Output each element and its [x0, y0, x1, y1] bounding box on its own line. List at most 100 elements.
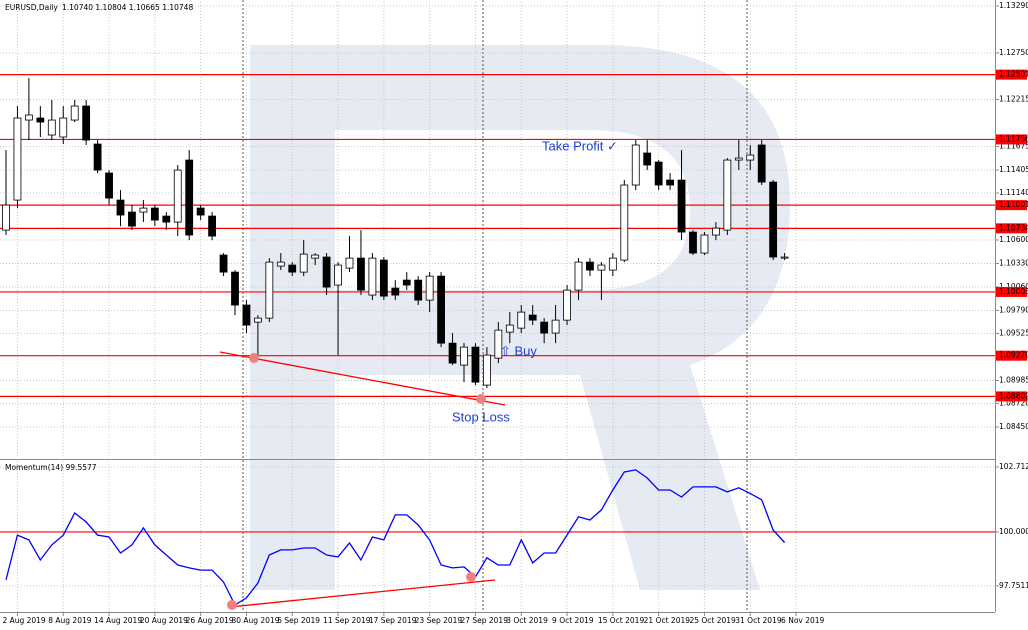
y-tick-label: 1.11405 — [999, 165, 1028, 174]
candle-body — [368, 257, 377, 296]
candle-body — [563, 289, 571, 321]
trend-line — [229, 579, 496, 608]
candle-body — [162, 215, 171, 223]
candle-body — [597, 264, 606, 271]
candle-body — [288, 264, 297, 273]
candle-body — [311, 254, 320, 259]
candle-body — [402, 279, 411, 286]
momentum-line — [5, 469, 786, 606]
x-tick-label: 2 Aug 2019 — [2, 616, 45, 625]
candle-body — [219, 254, 228, 273]
candle-body — [586, 261, 594, 271]
y-tick-label: 1.13290 — [999, 1, 1028, 10]
x-tick-label: 6 Nov 2019 — [781, 616, 824, 625]
candle-body — [105, 172, 113, 199]
level-label: 1.09270 — [999, 351, 1028, 360]
y-tick-label: 97.7511 — [999, 581, 1028, 590]
candle-body — [322, 256, 331, 288]
level-label-box — [996, 134, 1027, 145]
annotation: ⇧ Buy — [500, 343, 537, 358]
candle-body — [723, 159, 732, 231]
x-tick-label: 20 Aug 2019 — [140, 616, 188, 625]
candle-body — [746, 154, 755, 161]
candle-body — [208, 215, 217, 237]
candle-body — [677, 179, 686, 233]
candle-body — [482, 354, 491, 386]
x-tick-label: 23 Sep 2019 — [415, 616, 463, 625]
level-label: 1.10734 — [999, 223, 1028, 232]
candle-body — [276, 261, 285, 267]
level-label-box — [996, 69, 1027, 80]
candle-body — [196, 207, 205, 216]
candle-body — [654, 161, 663, 186]
level-label: 1.10003 — [999, 287, 1028, 296]
level-label-box — [996, 286, 1027, 297]
y-tick-label: 1.08450 — [999, 422, 1028, 431]
chart-title: EURUSD,Daily — [5, 3, 58, 12]
y-tick-label: 1.08720 — [999, 399, 1028, 408]
candle-body — [700, 234, 709, 254]
grid-layer — [0, 2, 995, 612]
point-marker — [476, 394, 486, 404]
candle-body — [231, 271, 239, 306]
candle-body — [528, 314, 537, 321]
candle-body — [128, 211, 136, 227]
x-tick-label: 14 Aug 2019 — [94, 616, 142, 625]
candle-body — [173, 169, 182, 223]
candle-body — [757, 144, 766, 183]
y-tick-label: 1.11140 — [999, 188, 1028, 197]
annotation: Stop Loss — [452, 409, 510, 424]
y-tick-label: 1.10060 — [999, 282, 1028, 291]
candle-body — [540, 321, 549, 334]
y-tick-label: 1.11675 — [999, 141, 1028, 150]
x-tick-label: 31 Oct 2019 — [735, 616, 782, 625]
candle-body — [517, 311, 526, 329]
candle-body — [608, 257, 617, 271]
candle-body — [36, 117, 45, 123]
x-tick-label: 3 Oct 2019 — [506, 616, 548, 625]
candle-body — [334, 264, 342, 286]
candle-body — [712, 227, 720, 236]
level-label: 1.11001 — [999, 200, 1028, 209]
candle-body — [689, 231, 697, 254]
x-tick-label: 26 Aug 2019 — [186, 616, 234, 625]
y-tick-label: 1.12750 — [999, 48, 1028, 57]
trend-line — [219, 351, 506, 406]
y-tick-label: 1.12215 — [999, 95, 1028, 104]
candle-body — [185, 159, 194, 236]
level-label: 1.11756 — [999, 134, 1028, 143]
candle-body — [391, 287, 400, 296]
x-tick-label: 11 Sep 2019 — [323, 616, 371, 625]
candle-body — [59, 117, 68, 138]
level-label: 1.08802 — [999, 391, 1028, 400]
candle-body — [299, 253, 308, 273]
candle-body — [116, 199, 125, 216]
candle-body — [345, 257, 354, 269]
candle-body — [82, 105, 91, 141]
candle-body — [425, 275, 434, 301]
candle-body — [70, 105, 79, 121]
y-tick-label: 1.08985 — [999, 375, 1028, 384]
y-tick-label: 102.712 — [999, 462, 1028, 471]
candle-body — [643, 152, 652, 166]
candle-body — [734, 157, 743, 161]
level-label-box — [996, 391, 1027, 402]
candle-body — [242, 304, 251, 326]
candle-body — [769, 181, 778, 258]
annotation: Take Profit ✓ — [542, 138, 618, 153]
point-marker — [466, 572, 476, 582]
y-tick-label: 1.09790 — [999, 305, 1028, 314]
candle-body — [150, 207, 159, 221]
candle-body — [13, 117, 22, 201]
candle-body — [631, 144, 640, 186]
candle-body — [460, 346, 468, 366]
candle-body — [93, 143, 102, 171]
candle-body — [265, 261, 274, 319]
candle-body — [448, 342, 457, 364]
x-tick-label: 21 Oct 2019 — [644, 616, 691, 625]
y-tick-label: 1.09525 — [999, 329, 1028, 338]
level-label-box — [996, 350, 1027, 361]
candle-body — [253, 317, 262, 323]
